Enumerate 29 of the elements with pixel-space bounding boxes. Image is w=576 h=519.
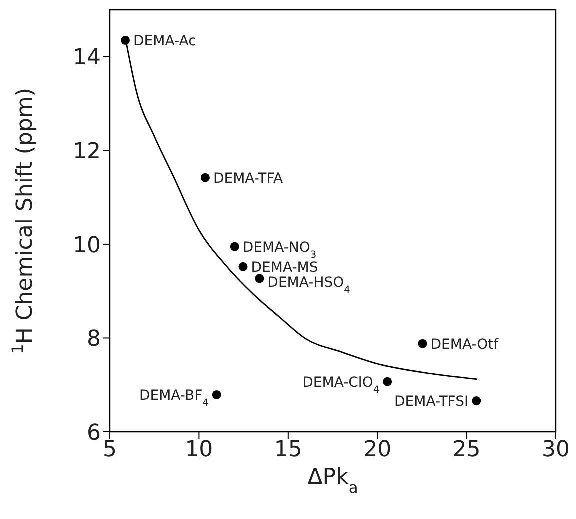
point (121, 36, 130, 45)
x-tick-label: 10 (185, 438, 214, 463)
point (383, 377, 392, 386)
annotation: DEMA-Otf (430, 336, 500, 353)
point (238, 262, 248, 272)
annotation: DEMA-NO$_{3}$ (242, 240, 317, 260)
y-tick-label: 12 (73, 139, 101, 164)
point (212, 390, 222, 400)
y-tick-label: 14 (73, 46, 101, 71)
y-tick-label: 8 (87, 327, 101, 352)
point (230, 242, 240, 252)
x-tick-label: 15 (274, 438, 302, 463)
point (255, 274, 264, 284)
annotation: DEMA-Ac (134, 33, 196, 50)
x-tick-label: 5 (103, 438, 117, 463)
x-tick-label: 20 (364, 438, 392, 463)
annotation: DEMA-TFSI (394, 394, 469, 410)
annotation: DEMA-BF$_{4}$ (139, 388, 209, 408)
point (200, 173, 210, 182)
x-axis-title: ΔPk$_{a}$ (308, 465, 358, 497)
x-tick-label: 25 (452, 438, 481, 463)
y-tick-label: 6 (87, 420, 101, 446)
annotation: DEMA-MS (251, 260, 318, 276)
annotation: DEMA-ClO$_{4}$ (302, 374, 380, 396)
point (472, 396, 482, 406)
y-tick-label: 10 (73, 233, 101, 258)
point (418, 339, 428, 348)
annotation: DEMA-HSO$_{4}$ (268, 274, 350, 296)
annotation: DEMA-TFA (213, 170, 284, 187)
